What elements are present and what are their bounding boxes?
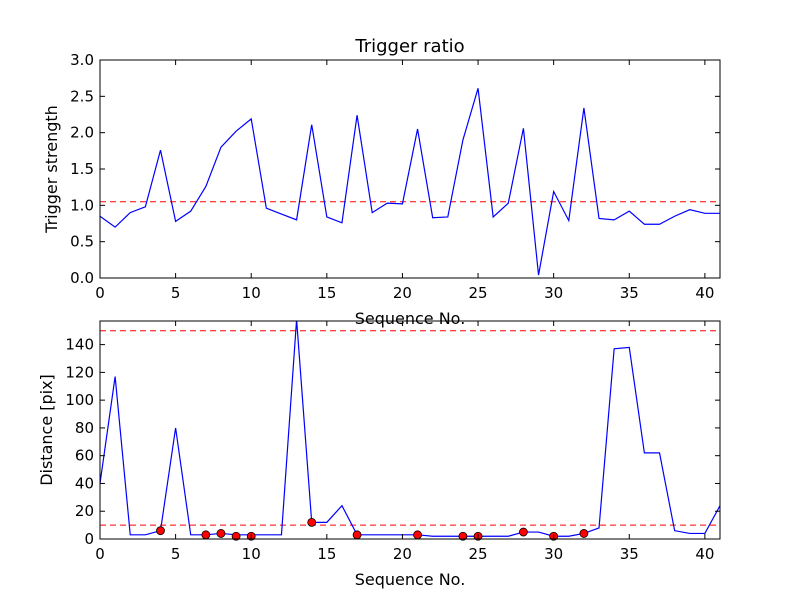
x-tick-label: 20 bbox=[393, 284, 412, 302]
x-tick-label: 0 bbox=[95, 545, 105, 563]
y-ticks: 0 20 40 60 80 100 120 140 bbox=[65, 336, 720, 548]
distance-panel: 0 5 10 15 20 25 30 35 40 0 20 40 60 80 100 120 140 Sequ… bbox=[37, 320, 721, 589]
trigger-ratio-panel: Trigger ratio 0 5 10 15 20 25 30 35 40 0.0 0.5 1.0… bbox=[42, 36, 721, 328]
data-point-marker bbox=[307, 517, 317, 527]
y-tick-label: 3.0 bbox=[70, 51, 94, 69]
data-point-marker bbox=[519, 527, 528, 537]
x-tick-label: 25 bbox=[469, 284, 488, 302]
data-point-marker bbox=[458, 531, 468, 541]
x-tick-label: 15 bbox=[317, 284, 336, 302]
x-ticks: 0 5 10 15 20 25 30 35 40 bbox=[95, 60, 714, 302]
x-tick-label: 35 bbox=[620, 284, 639, 302]
y-tick-label: 60 bbox=[75, 447, 94, 465]
y-tick-label: 20 bbox=[75, 502, 94, 520]
series-line bbox=[100, 321, 720, 537]
y-axis-label: Distance [pix] bbox=[37, 374, 56, 486]
y-ticks: 0.0 0.5 1.0 1.5 2.0 2.5 3.0 bbox=[70, 51, 720, 287]
y-tick-label: 1.5 bbox=[70, 160, 94, 178]
y-tick-label: 140 bbox=[65, 336, 94, 354]
x-tick-label: 5 bbox=[171, 284, 181, 302]
data-point-marker bbox=[216, 529, 226, 538]
x-tick-label: 15 bbox=[317, 545, 336, 563]
chart-title: Trigger ratio bbox=[354, 36, 464, 57]
y-tick-label: 120 bbox=[65, 363, 94, 381]
data-point-marker bbox=[413, 530, 422, 540]
x-ticks: 0 5 10 15 20 25 30 35 40 bbox=[95, 321, 714, 563]
selected-points bbox=[156, 517, 589, 541]
x-tick-label: 40 bbox=[695, 284, 714, 302]
y-tick-label: 40 bbox=[75, 474, 94, 492]
y-tick-label: 0 bbox=[84, 530, 94, 548]
x-tick-label: 10 bbox=[242, 545, 261, 563]
y-tick-label: 1.0 bbox=[70, 196, 94, 214]
x-tick-label: 20 bbox=[393, 545, 412, 563]
y-tick-label: 100 bbox=[65, 391, 94, 409]
x-tick-label: 30 bbox=[544, 284, 563, 302]
data-point-marker bbox=[352, 530, 362, 540]
distance-series bbox=[100, 321, 720, 537]
trigger-strength-series bbox=[100, 88, 720, 276]
y-tick-label: 0.0 bbox=[70, 269, 94, 287]
x-tick-label: 10 bbox=[242, 284, 261, 302]
y-tick-label: 0.5 bbox=[70, 233, 94, 251]
data-point-marker bbox=[156, 526, 165, 536]
data-point-marker bbox=[231, 531, 241, 541]
series-line bbox=[100, 88, 720, 276]
x-axis-label: Sequence No. bbox=[355, 309, 466, 328]
x-tick-label: 5 bbox=[171, 545, 181, 563]
data-point-marker bbox=[579, 529, 589, 538]
y-tick-label: 80 bbox=[75, 419, 94, 437]
x-tick-label: 35 bbox=[620, 545, 639, 563]
x-tick-label: 0 bbox=[95, 284, 105, 302]
threshold-lines bbox=[100, 330, 720, 526]
x-tick-label: 30 bbox=[544, 545, 563, 563]
x-tick-label: 25 bbox=[469, 545, 488, 563]
y-axis-label: Trigger strength bbox=[42, 105, 61, 234]
x-axis-label: Sequence No. bbox=[355, 570, 466, 589]
data-point-marker bbox=[201, 530, 211, 540]
x-tick-label: 40 bbox=[695, 545, 714, 563]
y-tick-label: 2.0 bbox=[70, 124, 94, 142]
y-tick-label: 2.5 bbox=[70, 87, 94, 105]
plot-frame bbox=[99, 320, 721, 540]
